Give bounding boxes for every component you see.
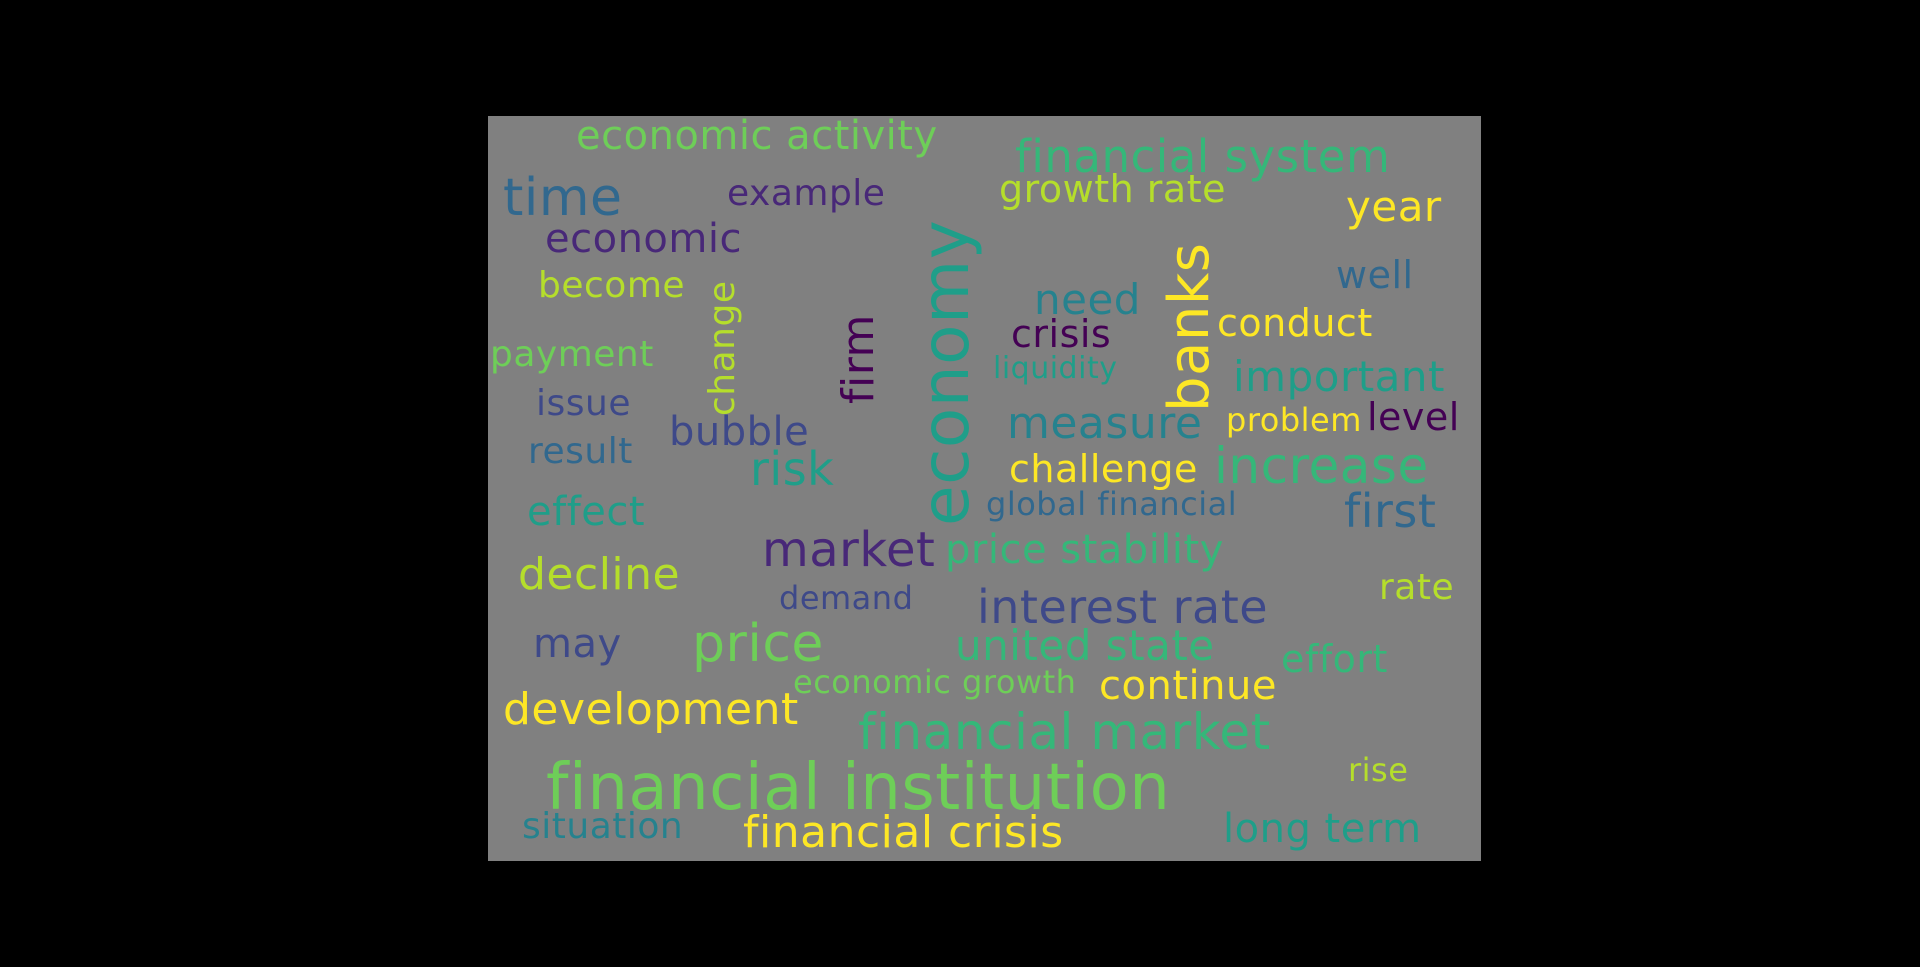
word-economic: economic (545, 216, 742, 262)
word-long-term: long term (1223, 806, 1422, 852)
word-rise: rise (1348, 751, 1409, 789)
word-economic-activity: economic activity (576, 116, 938, 159)
word-rate: rate (1379, 567, 1455, 608)
word-interest-rate: interest rate (977, 580, 1269, 634)
word-need: need (1034, 275, 1141, 324)
word-level: level (1367, 395, 1460, 439)
word-increase: increase (1214, 437, 1429, 495)
word-firm: firm (833, 314, 884, 404)
word-financial-market: financial market (858, 703, 1271, 761)
word-economic-growth: economic growth (793, 663, 1077, 701)
word-demand: demand (779, 579, 914, 617)
word-result: result (528, 431, 633, 472)
word-change: change (702, 280, 743, 417)
word-banks: banks (1157, 242, 1222, 412)
word-effect: effect (527, 489, 646, 535)
word-growth-rate: growth rate (999, 167, 1226, 211)
word-risk: risk (750, 442, 835, 496)
word-decline: decline (518, 549, 681, 600)
word-crisis: crisis (1011, 312, 1112, 356)
word-liquidity: liquidity (993, 351, 1118, 386)
word-financial-institution: financial institution (546, 751, 1171, 825)
word-problem: problem (1226, 401, 1362, 439)
word-cloud: economic activity financial system time exa… (488, 116, 1481, 861)
word-become: become (538, 265, 686, 306)
word-well: well (1336, 253, 1414, 297)
word-continue: continue (1099, 663, 1277, 709)
word-price-stability: price stability (945, 527, 1224, 573)
word-issue: issue (536, 383, 631, 424)
word-financial-crisis: financial crisis (743, 807, 1064, 858)
word-first: first (1344, 484, 1437, 538)
word-effort: effort (1281, 637, 1388, 681)
word-bubble: bubble (669, 409, 810, 455)
word-situation: situation (522, 806, 684, 847)
word-year: year (1346, 182, 1442, 231)
word-financial-system: financial system (1015, 130, 1391, 183)
word-payment: payment (490, 334, 654, 375)
word-example: example (727, 173, 886, 214)
word-price: price (692, 614, 824, 674)
word-may: may (533, 621, 622, 667)
word-challenge: challenge (1009, 447, 1198, 491)
word-conduct: conduct (1217, 301, 1373, 345)
word-united-state: united state (955, 621, 1215, 670)
word-global-financial: global financial (986, 485, 1238, 523)
word-important: important (1233, 352, 1445, 401)
word-time: time (503, 168, 623, 228)
word-measure: measure (1007, 398, 1203, 449)
word-market: market (762, 522, 936, 578)
word-development: development (503, 684, 799, 735)
word-economy: economy (907, 219, 984, 526)
